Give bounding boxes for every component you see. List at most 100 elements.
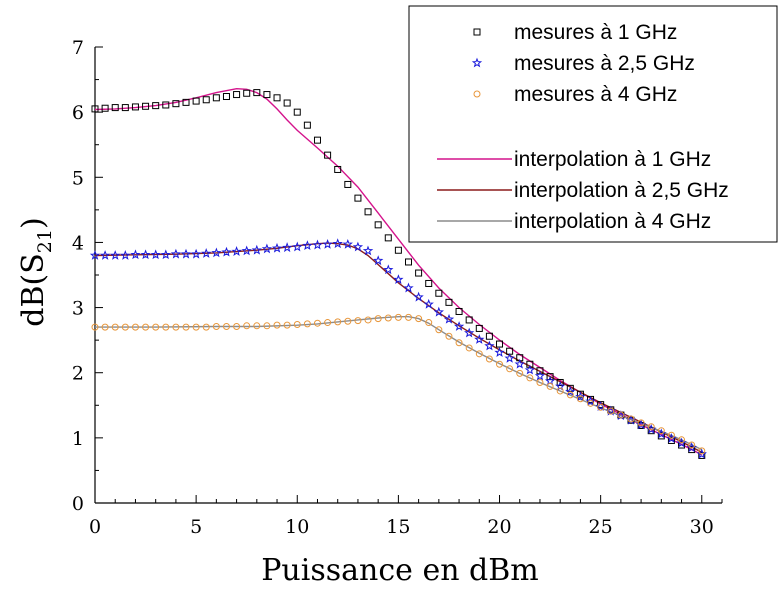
data-point-square <box>496 340 504 348</box>
data-point-star <box>160 249 171 260</box>
data-point-square <box>688 446 696 454</box>
data-point-circle <box>374 315 382 323</box>
data-point-square <box>303 121 311 129</box>
data-point-circle <box>698 447 706 455</box>
data-point-square <box>435 289 443 297</box>
data-point-star <box>261 243 273 254</box>
data-point-circle <box>526 374 534 382</box>
data-point-star <box>514 358 525 369</box>
data-point-circle <box>303 320 311 328</box>
data-point-star <box>221 246 232 257</box>
data-point-star <box>534 370 546 381</box>
data-point-square <box>445 298 453 306</box>
data-point-star <box>170 248 182 259</box>
data-point-circle <box>647 423 655 431</box>
data-point-square <box>182 98 190 106</box>
data-point-square <box>222 93 230 101</box>
data-point-star <box>373 255 384 266</box>
data-point-square <box>364 208 372 216</box>
data-point-square <box>556 378 564 386</box>
data-point-square <box>473 28 481 36</box>
data-point-circle <box>496 360 504 368</box>
data-point-square <box>415 269 423 277</box>
data-point-star <box>383 264 394 275</box>
data-point-circle <box>212 322 220 330</box>
data-point-square <box>698 451 706 459</box>
data-point-circle <box>566 391 574 399</box>
x-tick-label: 25 <box>589 516 613 538</box>
data-point-square <box>425 279 433 287</box>
x-tick-label: 20 <box>487 516 511 538</box>
axes: 0 1 2 3 4 5 6 7 0 5 10 15 20 25 30 <box>72 37 723 538</box>
legend-label: mesures à 2,5 GHz <box>514 52 695 75</box>
data-point-square <box>121 104 129 112</box>
data-point-circle <box>445 332 453 340</box>
y-tick-label: 4 <box>72 232 84 254</box>
data-point-square <box>313 136 321 144</box>
data-point-square <box>667 436 675 444</box>
data-point-circle <box>617 411 625 419</box>
data-point-star <box>504 353 515 363</box>
data-point-star <box>464 327 475 338</box>
data-point-star <box>471 57 483 68</box>
data-point-circle <box>516 369 524 377</box>
data-point-square <box>374 221 382 229</box>
data-point-square <box>475 324 483 332</box>
data-point-circle <box>607 407 615 415</box>
data-point-star <box>241 245 252 256</box>
data-point-circle <box>222 322 230 330</box>
x-tick-label: 10 <box>285 516 309 538</box>
data-point-square <box>384 234 392 242</box>
y-tick-label: 7 <box>72 37 84 59</box>
data-point-circle <box>313 319 321 327</box>
data-point-circle <box>101 323 109 331</box>
data-point-square <box>647 427 655 435</box>
data-point-circle <box>334 318 342 326</box>
data-point-star <box>413 291 424 302</box>
data-point-star <box>231 246 242 256</box>
data-point-circle <box>657 427 665 435</box>
data-point-star <box>140 249 151 260</box>
legend-label: mesures à 4 GHz <box>514 83 677 106</box>
data-point-circle <box>162 323 170 331</box>
data-point-circle <box>293 321 301 329</box>
y-tick-label: 3 <box>72 298 84 320</box>
data-point-square <box>192 97 200 105</box>
data-point-circle <box>576 395 584 403</box>
data-point-circle <box>627 415 635 423</box>
data-point-circle <box>475 350 483 358</box>
data-point-square <box>405 258 412 266</box>
y-axis-title-subscript: 21 <box>34 229 56 253</box>
data-point-square <box>293 108 301 116</box>
data-point-star <box>292 241 303 252</box>
data-point-circle <box>91 323 99 331</box>
data-point-square <box>152 102 160 110</box>
data-point-star <box>342 239 353 249</box>
data-point-square <box>131 103 139 111</box>
data-point-circle <box>324 319 332 327</box>
data-point-circle <box>172 323 180 331</box>
y-axis-title-suffix: ) <box>16 217 51 229</box>
data-point-circle <box>152 323 160 331</box>
data-point-star <box>211 247 222 258</box>
data-point-circle <box>667 431 675 439</box>
y-tick-label: 5 <box>72 167 84 189</box>
x-axis-title: Puissance en dBm <box>261 553 539 588</box>
data-point-square <box>324 151 332 159</box>
data-point-circle <box>131 323 139 331</box>
data-point-square <box>101 104 109 112</box>
data-point-star <box>180 248 192 259</box>
legend-label: interpolation à 1 GHz <box>514 148 711 171</box>
data-point-circle <box>637 419 645 427</box>
measurement-markers <box>89 89 707 459</box>
data-point-square <box>202 96 210 104</box>
data-point-square <box>657 432 665 440</box>
data-point-star <box>575 391 586 402</box>
data-point-circle <box>384 314 392 322</box>
data-point-circle <box>202 323 210 331</box>
data-point-circle <box>273 321 281 329</box>
data-point-star <box>110 250 121 260</box>
data-point-circle <box>142 323 150 331</box>
data-point-circle <box>556 387 564 395</box>
data-point-star <box>585 396 596 406</box>
